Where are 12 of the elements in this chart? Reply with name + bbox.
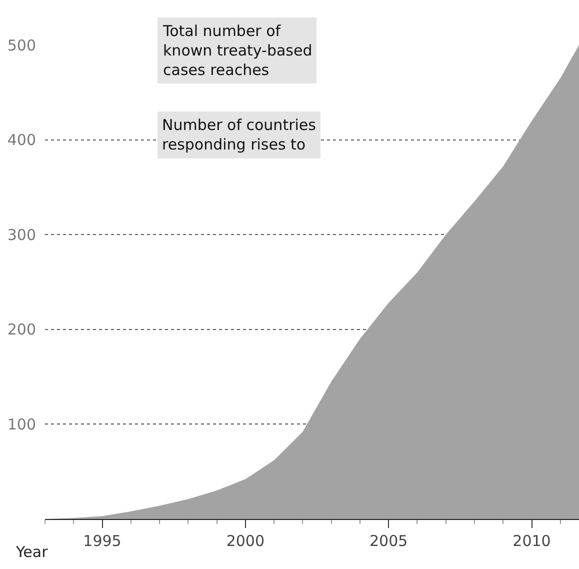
x-tick-label: 1995 — [83, 532, 122, 550]
y-tick-label: 100 — [7, 415, 36, 434]
x-axis-title: Year — [15, 543, 49, 561]
y-tick-label: 400 — [7, 131, 36, 150]
x-tick-label: 2005 — [369, 532, 408, 550]
annotation: Number of countries responding rises to — [162, 116, 316, 154]
y-tick-label: 200 — [7, 320, 36, 339]
x-tick-label: 2010 — [512, 532, 551, 550]
x-tick-label: 2000 — [226, 532, 265, 550]
y-tick-label: 300 — [7, 226, 36, 244]
annotation: Total number of known treaty-based cases reaches — [162, 22, 312, 79]
y-tick-label: 500 — [7, 36, 36, 54]
